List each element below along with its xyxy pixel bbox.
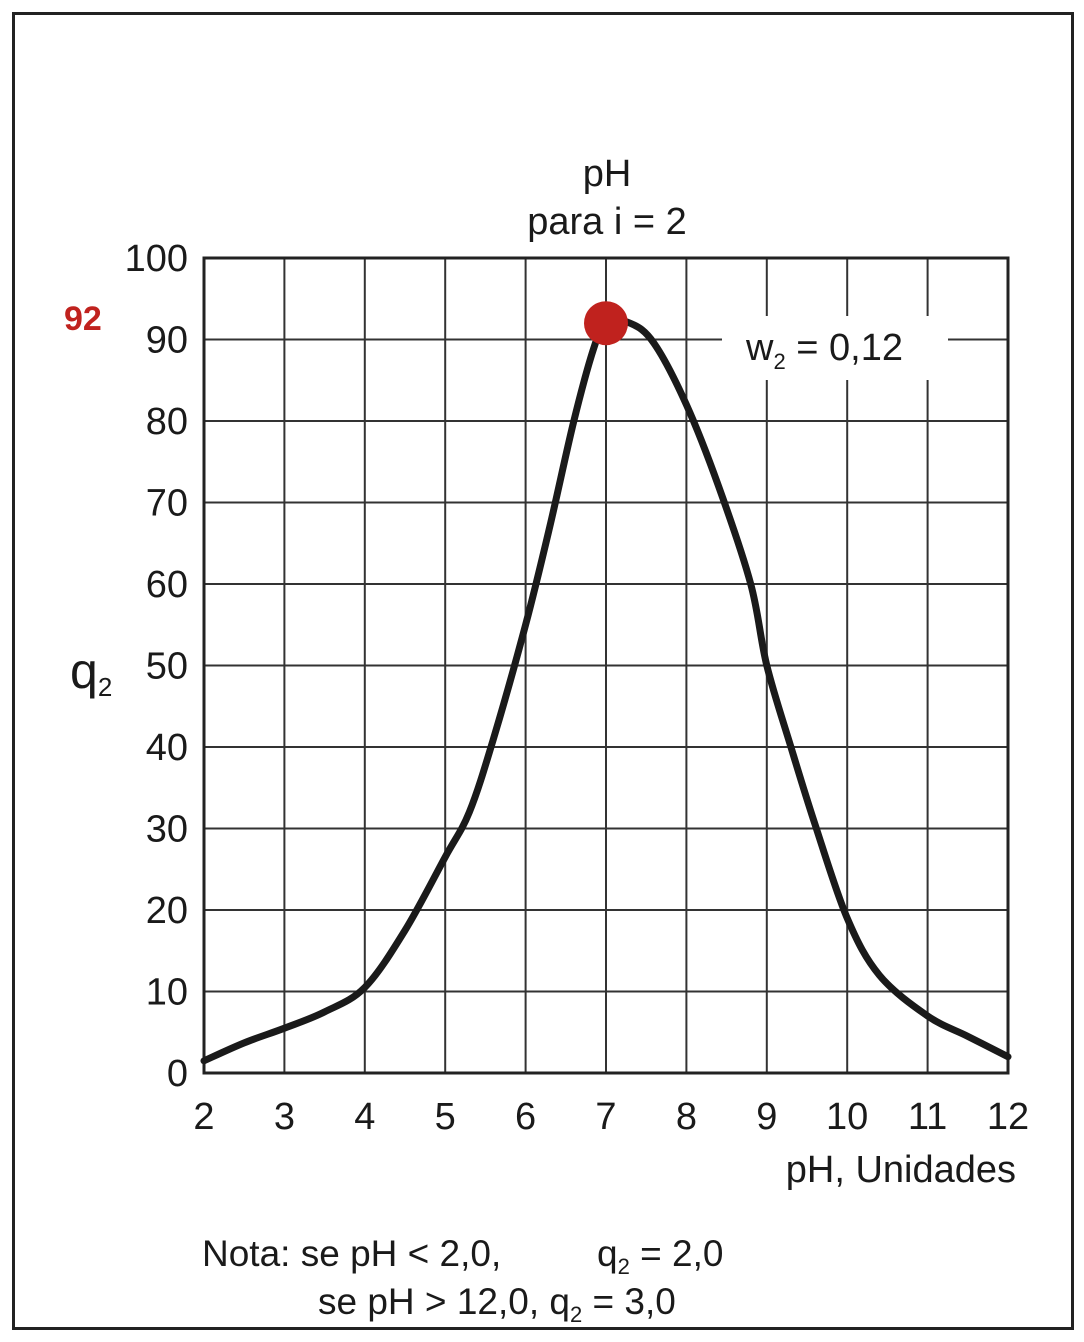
y-tick-label: 90 (146, 320, 188, 362)
y-tick-labels: 0 10 20 30 40 50 60 70 80 90 100 (125, 238, 188, 1095)
x-axis-label: pH, Unidades (786, 1149, 1016, 1191)
x-tick-label: 8 (676, 1096, 697, 1138)
annotation-label: w2 = 0,12 (745, 327, 903, 374)
y-tick-label: 60 (146, 564, 188, 606)
y-tick-label: 70 (146, 483, 188, 525)
y-tick-label: 10 (146, 972, 188, 1014)
note-line-1: Nota: se pH < 2,0, q2 = 2,0 (202, 1233, 723, 1279)
x-tick-label: 11 (908, 1096, 947, 1138)
annotation-box (722, 316, 948, 380)
y-tick-label: 0 (167, 1053, 188, 1095)
x-tick-label: 12 (987, 1096, 1029, 1138)
x-tick-label: 5 (435, 1096, 456, 1138)
x-tick-label: 4 (354, 1096, 375, 1138)
y-tick-label: 30 (146, 809, 188, 851)
chart-title: pH (583, 153, 632, 195)
plot-border (202, 256, 1010, 1075)
x-tick-label: 6 (515, 1096, 536, 1138)
y-tick-label: 40 (146, 727, 188, 769)
y-tick-label: 100 (125, 238, 188, 280)
y-tick-label: 20 (146, 890, 188, 932)
x-tick-labels: 2 3 4 5 6 7 8 9 10 11 12 (193, 1096, 1029, 1138)
x-tick-label: 3 (274, 1096, 295, 1138)
x-tick-label: 2 (193, 1096, 214, 1138)
x-tick-label: 10 (826, 1096, 868, 1138)
x-tick-label: 9 (756, 1096, 777, 1138)
highlight-label: 92 (64, 300, 102, 338)
y-axis-label: q2 (70, 643, 112, 702)
highlight-marker (584, 301, 628, 346)
note-line-2: se pH > 12,0, q2 = 3,0 (318, 1281, 676, 1327)
x-tick-label: 7 (595, 1096, 616, 1138)
grid-lines (203, 257, 1009, 1074)
y-tick-label: 50 (146, 646, 188, 688)
y-tick-label: 80 (146, 401, 188, 443)
chart-frame (12, 12, 1074, 1330)
chart-subtitle: para i = 2 (527, 201, 687, 243)
